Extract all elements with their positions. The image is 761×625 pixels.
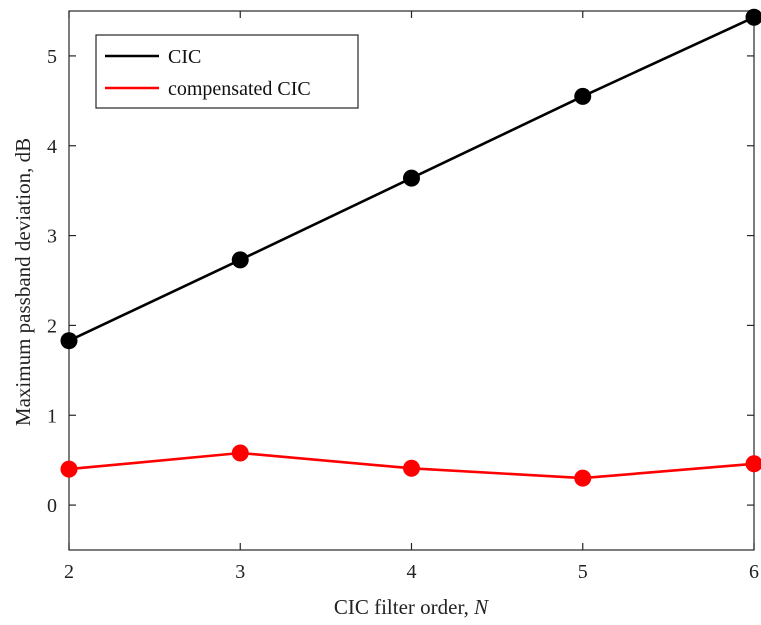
y-tick-label: 0 bbox=[47, 495, 57, 517]
y-tick-label: 4 bbox=[47, 136, 57, 158]
x-axis-label-text: CIC filter order, bbox=[334, 595, 474, 619]
x-tick-label: 3 bbox=[235, 561, 245, 583]
y-tick-label: 2 bbox=[47, 315, 57, 337]
x-axis-label: CIC filter order, N bbox=[334, 595, 489, 619]
x-tick-label: 4 bbox=[407, 561, 417, 583]
legend: CIC compensated CIC bbox=[95, 34, 359, 109]
x-tick-label: 6 bbox=[749, 561, 759, 583]
data-point-compensated-cic bbox=[231, 444, 249, 462]
y-tick-label: 3 bbox=[47, 226, 57, 248]
data-point-compensated-cic bbox=[60, 460, 78, 478]
legend-label-compensated-cic: compensated CIC bbox=[168, 78, 311, 100]
data-point-compensated-cic bbox=[403, 459, 420, 477]
legend-box bbox=[95, 34, 359, 109]
data-point-compensated-cic bbox=[745, 455, 761, 473]
data-point-cic bbox=[745, 8, 761, 26]
data-point-compensated-cic bbox=[574, 469, 592, 487]
x-tick-label: 2 bbox=[64, 561, 74, 583]
data-point-cic bbox=[231, 251, 249, 269]
x-axis-label-variable: N bbox=[473, 595, 489, 619]
y-tick-label: 5 bbox=[47, 46, 57, 68]
series-layer bbox=[60, 8, 761, 487]
data-point-cic bbox=[574, 87, 592, 105]
x-tick-label: 5 bbox=[578, 561, 588, 583]
y-tick-label: 1 bbox=[47, 405, 57, 427]
data-point-cic bbox=[403, 169, 420, 187]
legend-label-cic: CIC bbox=[168, 46, 201, 68]
y-axis-label: Maximum passband deviation, dB bbox=[11, 138, 35, 426]
data-point-cic bbox=[60, 332, 78, 350]
